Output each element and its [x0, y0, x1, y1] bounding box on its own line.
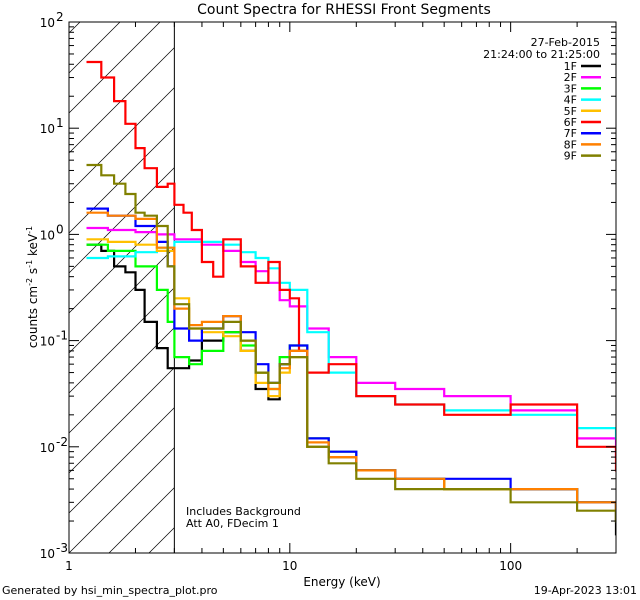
y-label-exp3: -1 — [25, 226, 34, 234]
y-tick-exponent: 0 — [56, 222, 64, 236]
y-tick-base: 10 — [40, 441, 55, 455]
legend-label-8F: 8F — [564, 138, 577, 151]
series-layer — [86, 60, 616, 536]
legend-label-7F: 7F — [564, 127, 577, 140]
y-label-exp1: -2 — [25, 278, 34, 286]
y-tick-label: 10 — [40, 122, 55, 136]
legend-label-9F: 9F — [564, 150, 577, 163]
hatch-line — [229, 0, 640, 553]
x-axis-label: Energy (keV) — [303, 575, 380, 589]
y-tick-base: 10 — [40, 228, 55, 242]
y-label-exp2: -1 — [25, 260, 34, 268]
x-tick-label: 10 — [282, 559, 297, 573]
y-tick-base: 10 — [40, 16, 55, 30]
hatch-line — [69, 87, 175, 194]
y-tick-label: 10 — [40, 441, 55, 455]
x-tick-label: 100 — [499, 559, 522, 573]
chart-title: Count Spectra for RHESSI Front Segments — [197, 2, 491, 18]
y-axis-label: counts cm-2 s-1 keV-1 — [25, 226, 40, 348]
series-6F — [86, 60, 616, 472]
hatch-line — [69, 407, 175, 514]
legend-label-4F: 4F — [564, 94, 577, 107]
hatch-line — [69, 447, 175, 553]
series-1F — [86, 243, 616, 536]
hatch-line — [69, 47, 175, 154]
y-tick-exponent: 2 — [56, 10, 64, 24]
y-tick-label: 10 — [40, 547, 55, 561]
hatch-line — [0, 0, 109, 553]
y-tick-exponent: -2 — [56, 435, 68, 449]
legend-label-6F: 6F — [564, 116, 577, 129]
y-tick-exponent: -3 — [56, 541, 68, 555]
hatch-lines — [0, 0, 640, 553]
footer-generator: Generated by hsi_min_spectra_plot.pro — [2, 584, 218, 597]
footer-timestamp: 19-Apr-2023 13:01 — [534, 584, 637, 597]
y-tick-base: 10 — [40, 122, 55, 136]
y-tick-label: 10 — [40, 335, 55, 349]
y-tick-label: 10 — [40, 16, 55, 30]
hatch-line — [69, 207, 175, 314]
hatch-line — [69, 22, 81, 34]
hatch-line — [69, 327, 175, 434]
series-5F — [86, 238, 616, 523]
y-tick-exponent: -1 — [56, 329, 68, 343]
y-tick-label: 10 — [40, 228, 55, 242]
time-range-label: 21:24:00 to 21:25:00 — [483, 48, 600, 61]
y-tick-base: 10 — [40, 547, 55, 561]
hatch-line — [69, 22, 161, 114]
hatch-line — [69, 22, 121, 74]
background-note: Includes Background — [186, 505, 301, 518]
hatch-line — [69, 247, 175, 354]
legend-label-1F: 1F — [564, 60, 577, 73]
series-3F — [86, 243, 616, 523]
y-label-base: counts cm — [26, 286, 40, 348]
date-label: 27-Feb-2015 — [531, 36, 600, 49]
hatch-line — [69, 367, 175, 474]
legend-label-2F: 2F — [564, 71, 577, 84]
series-2F — [86, 226, 616, 459]
y-label-unit: keV — [26, 233, 40, 260]
y-tick-exponent: 1 — [56, 116, 64, 130]
series-4F — [86, 240, 616, 440]
plot-frame — [68, 21, 617, 554]
legend-label-3F: 3F — [564, 82, 577, 95]
x-tick-label: 1 — [65, 559, 73, 573]
attenuator-note: Att A0, FDecim 1 — [186, 517, 279, 530]
hatch-region — [0, 0, 640, 553]
series-9F — [86, 163, 616, 523]
y-label-mid: s — [26, 268, 40, 278]
y-tick-base: 10 — [40, 335, 55, 349]
legend-label-5F: 5F — [564, 105, 577, 118]
hatch-line — [69, 167, 175, 274]
